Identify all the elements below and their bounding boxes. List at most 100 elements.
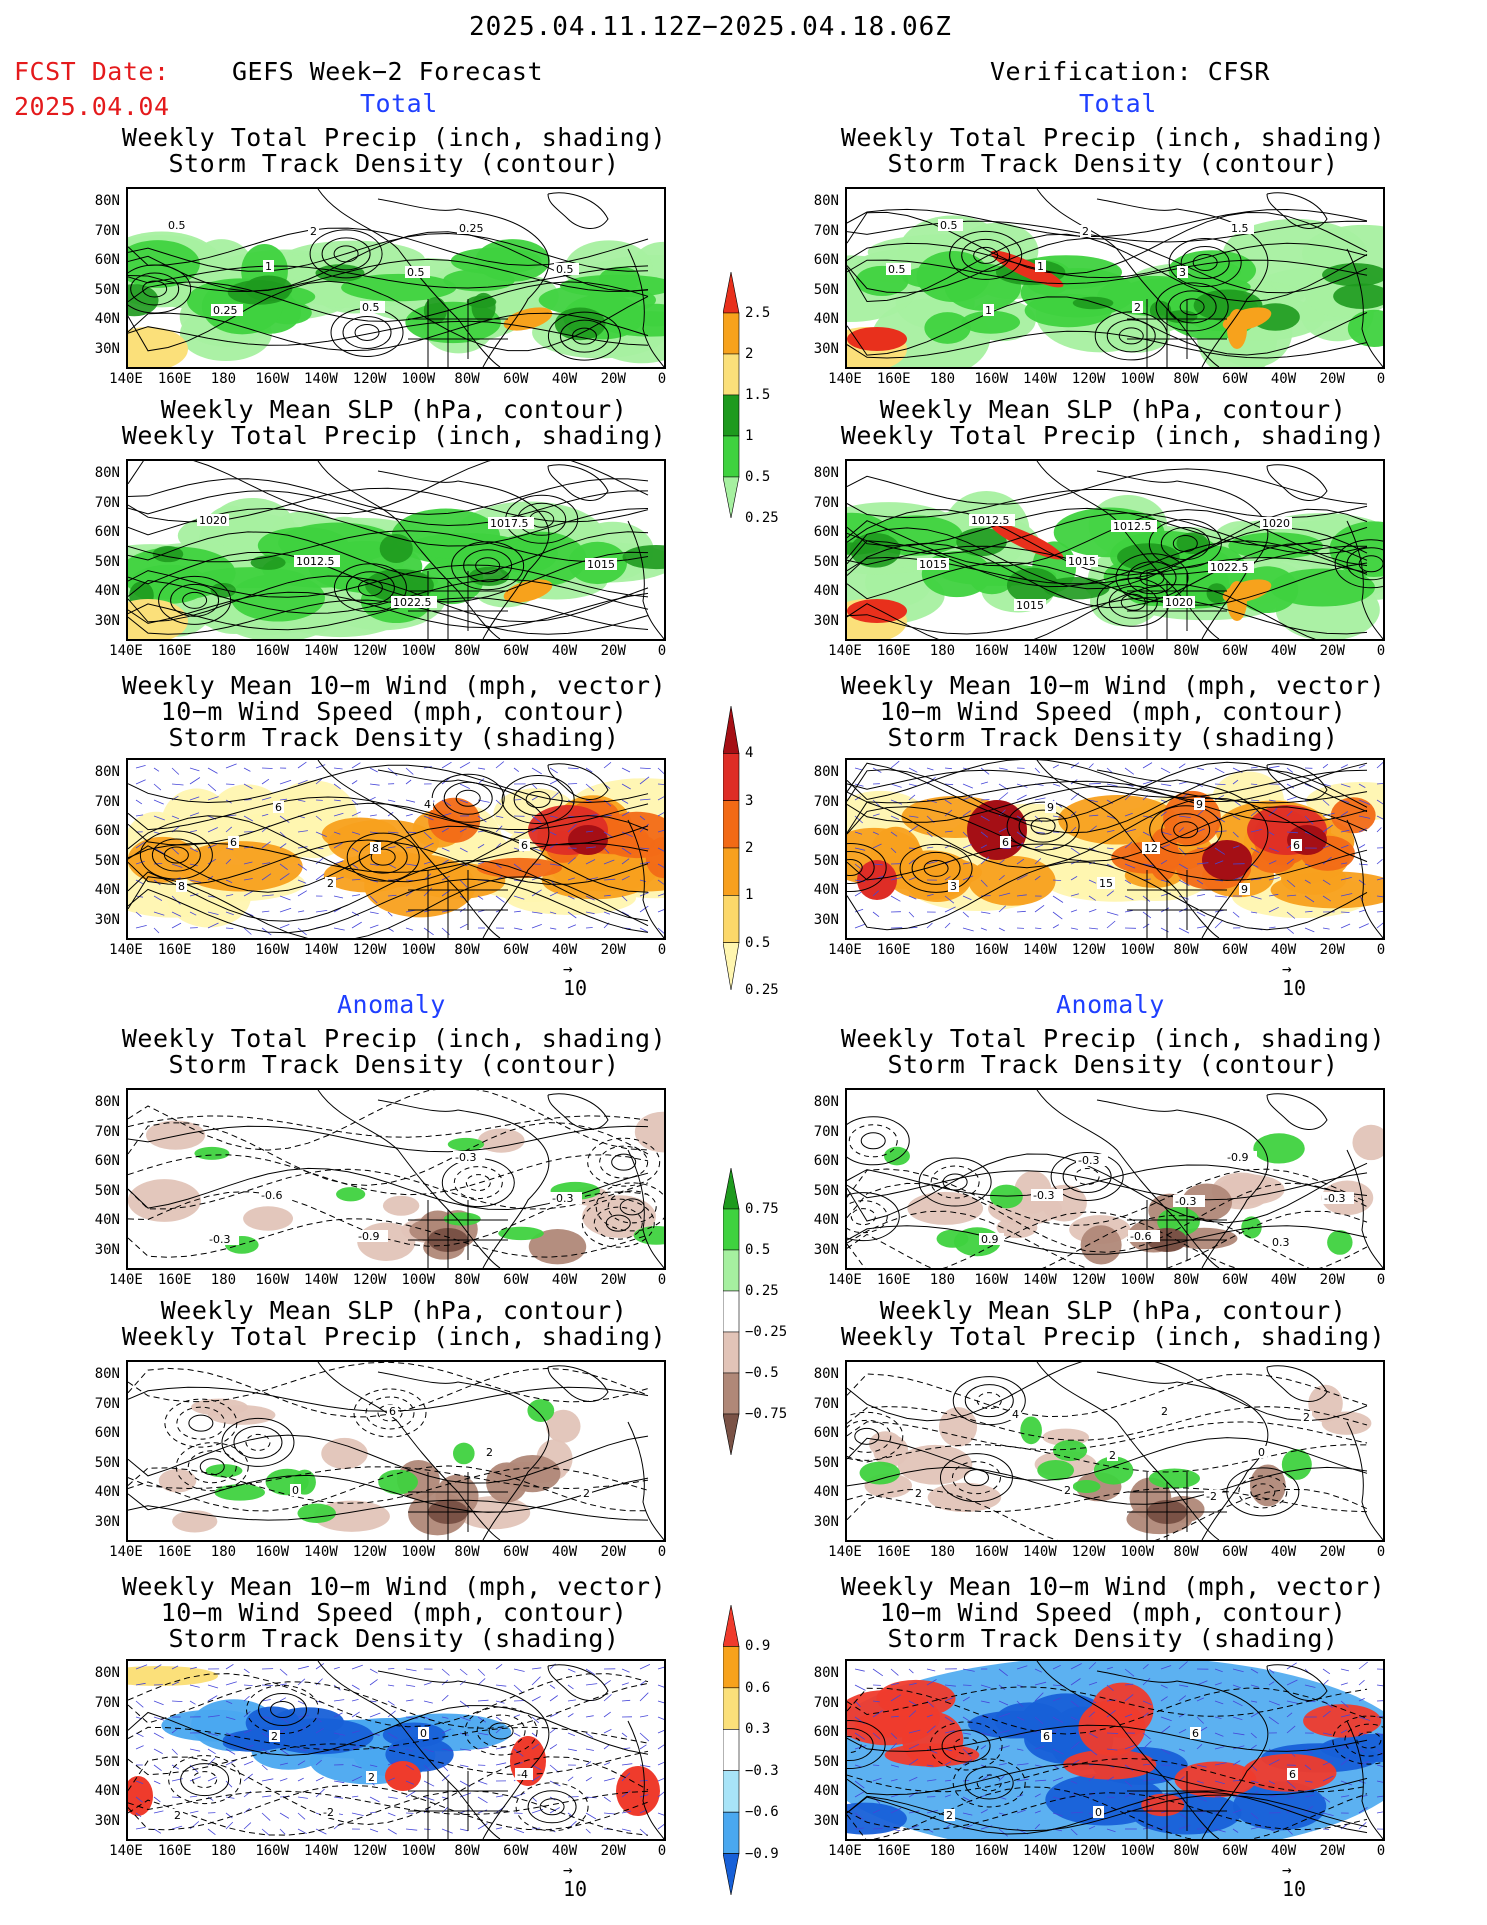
lon-label: 60W xyxy=(1222,371,1248,387)
storm-anom-colorbar-label: 0.9 xyxy=(745,1638,771,1655)
contour-label: 1022.5 xyxy=(393,596,432,609)
lat-label: 80N xyxy=(94,193,120,209)
gefs-anom-slp-title-line-1: Weekly Mean SLP (hPa, contour) xyxy=(160,1296,628,1325)
contour-label: -0.6 xyxy=(1130,1230,1151,1243)
gefs-total-slp-map: 1020 1012.5 1022.5 1017.5 1015 xyxy=(126,459,666,641)
gefs-total-wind-map: 6 2 4 6 8 6 8 xyxy=(126,758,666,940)
lat-label: 30N xyxy=(94,1513,120,1530)
lat-label: 40N xyxy=(813,1783,839,1799)
contour-label: 0.25 xyxy=(213,304,238,317)
lon-label: 60W xyxy=(1222,1544,1248,1560)
gefs-anom-wind-map-graphic: -2 0 -4 2 2 2 xyxy=(128,1661,664,1839)
lat-label: 30N xyxy=(94,340,120,357)
lon-label: 160E xyxy=(876,643,911,659)
contour-label: 0.5 xyxy=(556,263,574,276)
cfsr-total-wind-title-line-2: 10−m Wind Speed (mph, contour) xyxy=(879,697,1347,726)
lon-label: 100W xyxy=(1120,942,1155,958)
lon-label: 80W xyxy=(1173,942,1199,958)
storm-anom-colorbar-swatch xyxy=(722,1770,740,1813)
lon-label: 160E xyxy=(876,371,911,387)
contour-label: 0.9 xyxy=(981,1233,999,1246)
lon-label: 160E xyxy=(876,1544,911,1560)
lat-label: 70N xyxy=(813,1395,839,1412)
vector-arrow-icon: → xyxy=(1282,959,1292,978)
gefs-total-slp-title-line-2: Weekly Total Precip (inch, shading) xyxy=(121,421,667,450)
lat-label: 70N xyxy=(94,793,120,810)
contour-label: 0.5 xyxy=(888,263,906,276)
contour-label: 6 xyxy=(1192,1727,1199,1740)
precip-total-colorbar-swatch xyxy=(722,394,740,437)
storm-anom-colorbar-label: −0.3 xyxy=(745,1762,779,1779)
contour-label: 8 xyxy=(372,842,379,855)
cfsr-total-precip-map-graphic: 0.5 1 2 1.5 0.5 1 2 3 xyxy=(847,189,1383,367)
contour-label: 1020 xyxy=(1262,517,1290,530)
lat-label: 50N xyxy=(94,553,120,570)
contour-label: -0.3 xyxy=(209,1233,230,1246)
lat-label: 40N xyxy=(94,311,120,327)
lon-label: 180 xyxy=(210,1843,237,1859)
cfsr-anom-wind-map-graphic: 0 6 6 2 6 xyxy=(847,1661,1383,1839)
lon-label: 60W xyxy=(503,371,529,387)
gefs-anom-precip-title-line-1: Weekly Total Precip (inch, shading) xyxy=(121,1024,667,1053)
lat-label: 70N xyxy=(94,1395,120,1412)
contour-label: -0.3 xyxy=(552,1192,573,1205)
lon-label: 160E xyxy=(157,1843,192,1859)
gefs-total-precip-title-line-2: Storm Track Density (contour) xyxy=(168,149,620,178)
cfsr-anom-wind-map: 0 6 6 2 6 xyxy=(845,1659,1385,1841)
lon-label: 160W xyxy=(255,1843,290,1859)
contour-label: 1012.5 xyxy=(296,555,335,568)
cfsr-total-wind-title-line-3: Storm Track Density (shading) xyxy=(887,723,1339,752)
lon-label: 0 xyxy=(657,942,667,958)
contour-label: 0 xyxy=(292,1484,299,1497)
lon-label: 60W xyxy=(1222,1843,1248,1859)
lat-label: 70N xyxy=(94,1123,120,1140)
lon-label: 40W xyxy=(1270,643,1297,659)
lon-label: 20W xyxy=(600,1843,626,1859)
lon-label: 180 xyxy=(210,942,237,958)
lon-label: 40W xyxy=(1270,1272,1297,1288)
precip-total-colorbar-swatches xyxy=(722,271,740,519)
lon-label: 160E xyxy=(876,1272,911,1288)
contour-label: 6 xyxy=(1293,839,1300,852)
lon-label: 100W xyxy=(401,1272,436,1288)
lat-label: 40N xyxy=(94,882,120,898)
lon-label: 0 xyxy=(1376,371,1386,387)
lon-label: 60W xyxy=(503,1544,529,1560)
contour-label: 2 xyxy=(946,1809,953,1822)
precip-total-colorbar-swatch xyxy=(722,353,740,396)
lon-label: 160W xyxy=(255,1272,290,1288)
lat-label: 60N xyxy=(813,823,839,839)
contour-label: 1015 xyxy=(919,558,947,571)
lon-label: 80W xyxy=(454,1843,480,1859)
vector-arrow-icon: → xyxy=(1282,1860,1292,1879)
precip-total-colorbar-swatch xyxy=(722,312,740,355)
lat-label: 50N xyxy=(94,281,120,298)
lat-label: 30N xyxy=(94,911,120,928)
cfsr-total-wind-title-line-1: Weekly Mean 10−m Wind (mph, vector) xyxy=(840,671,1386,700)
lat-label: 30N xyxy=(813,612,839,629)
storm-anom-colorbar-swatch xyxy=(722,1811,740,1854)
lon-label: 20W xyxy=(600,643,626,659)
precip-total-colorbar-swatch xyxy=(722,271,740,314)
lon-label: 160W xyxy=(255,371,290,387)
contour-label: 1015 xyxy=(1068,555,1096,568)
lon-label: 160W xyxy=(974,1272,1009,1288)
gefs-total-wind-title-line-1: Weekly Mean 10−m Wind (mph, vector) xyxy=(121,671,667,700)
contour-label: 2 xyxy=(327,877,334,890)
gefs-anom-slp-map-graphic: 0 6 2 2 xyxy=(128,1362,664,1540)
contour-label: 1017.5 xyxy=(490,517,529,530)
lon-label: 140E xyxy=(828,643,862,659)
contour-label: 1012.5 xyxy=(1113,520,1152,533)
lat-label: 30N xyxy=(94,1812,120,1829)
precip-total-colorbar-label: 2 xyxy=(745,346,754,362)
gefs-anom-wind-title-line-1: Weekly Mean 10−m Wind (mph, vector) xyxy=(121,1572,667,1601)
cfsr-total-precip-title-line-2: Storm Track Density (contour) xyxy=(887,149,1339,178)
lon-label: 120W xyxy=(352,1544,387,1560)
lon-label: 100W xyxy=(401,942,436,958)
gefs-anom-slp-title-line-2: Weekly Total Precip (inch, shading) xyxy=(121,1322,667,1351)
lon-label: 140W xyxy=(1023,643,1057,659)
lat-label: 50N xyxy=(813,553,839,570)
contour-label: -0.3 xyxy=(1175,1195,1196,1208)
precip-anom-colorbar-swatch xyxy=(722,1372,740,1415)
lat-label: 50N xyxy=(813,1182,839,1199)
